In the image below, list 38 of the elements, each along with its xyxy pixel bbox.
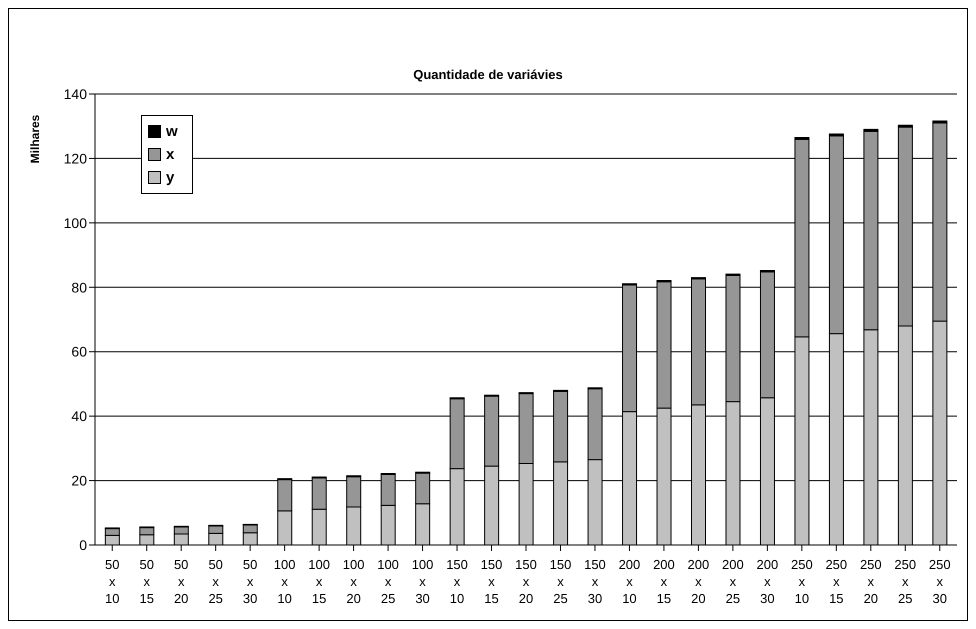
y-tick-label: 80: [71, 279, 88, 296]
x-tick-label: 150 x 10: [446, 557, 468, 606]
x-tick-label: 150 x 25: [550, 557, 572, 606]
x-tick-label: 50 x 25: [208, 557, 223, 606]
x-tick-label: 250 x 25: [894, 557, 916, 606]
x-tick-label: 50 x 10: [105, 557, 120, 606]
x-tick-label: 150 x 30: [584, 557, 606, 606]
y-tick-label: 120: [64, 150, 88, 166]
x-tick-label: 150 x 15: [480, 557, 502, 606]
x-tick-label: 150 x 20: [515, 557, 537, 606]
x-tick-label: 100 x 30: [412, 557, 434, 606]
x-tick-label: 100 x 10: [274, 557, 296, 606]
x-tick-label: 250 x 15: [825, 557, 848, 606]
x-tick-label: 250 x 20: [860, 557, 882, 606]
x-tick-label: 200 x 10: [618, 557, 640, 606]
x-tick-label: 100 x 25: [377, 557, 399, 606]
legend-label: x: [165, 145, 176, 165]
x-tick-label: 50 x 15: [139, 557, 154, 606]
x-tick-label: 200 x 15: [653, 557, 675, 606]
x-tick-label: 200 x 20: [688, 557, 710, 606]
y-axis-title: Milhares: [28, 114, 42, 164]
x-tick-label: 250 x 30: [928, 557, 951, 606]
y-tick-label: 140: [64, 86, 88, 102]
chart-title: Quantidade de variávies: [413, 67, 563, 82]
x-tick-label: 200 x 30: [756, 557, 778, 606]
x-tick-label: 100 x 15: [308, 557, 330, 606]
y-tick-label: 0: [79, 536, 88, 553]
x-tick-label: 100 x 20: [342, 557, 364, 606]
legend-label: y: [165, 168, 176, 188]
y-tick-label: 20: [71, 472, 88, 489]
x-tick-label: 250 x 10: [790, 557, 813, 606]
x-tick-label: 200 x 25: [722, 557, 744, 606]
x-tick-label: 50 x 30: [242, 557, 258, 606]
y-tick-label: 40: [71, 408, 88, 424]
legend-label: w: [165, 122, 178, 142]
x-tick-label: 50 x 20: [174, 557, 188, 606]
y-tick-label: 60: [71, 344, 88, 360]
y-tick-label: 100: [64, 214, 88, 231]
